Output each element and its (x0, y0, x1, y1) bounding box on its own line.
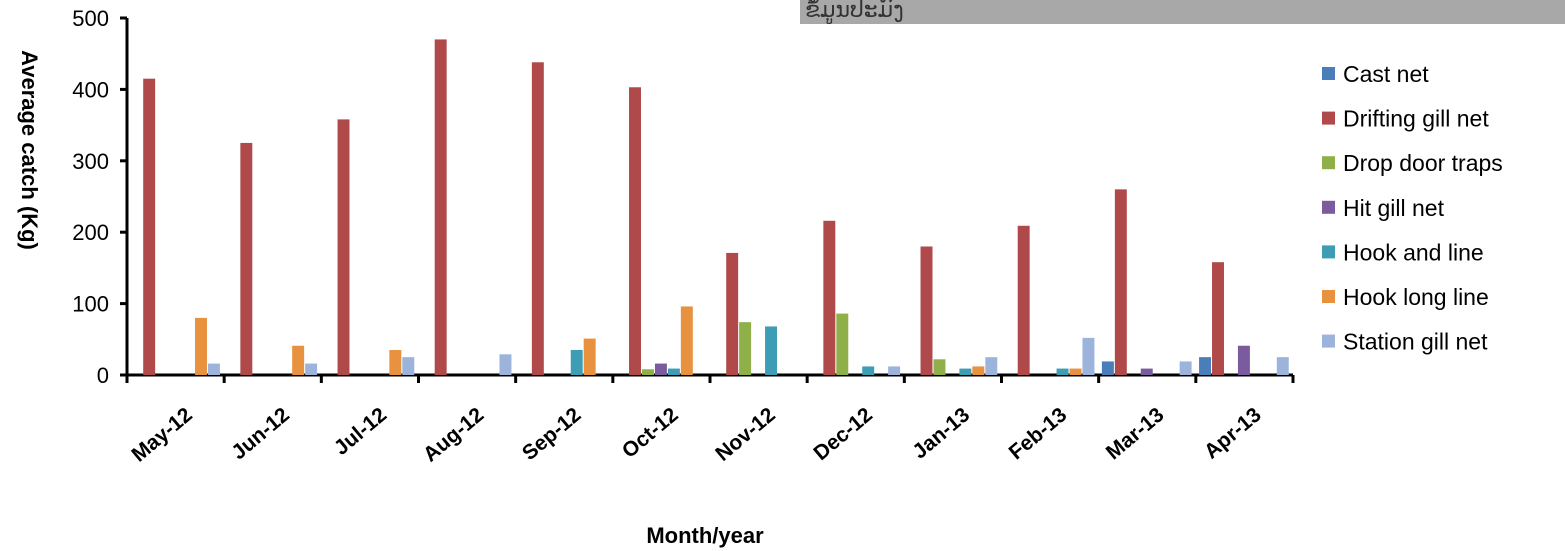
bar (1237, 345, 1250, 375)
y-tick-label: 500 (72, 6, 109, 31)
legend-label: Hit gill net (1343, 195, 1445, 221)
x-tick-label: Sep-12 (518, 403, 586, 465)
bar (1179, 361, 1192, 375)
legend-swatch (1322, 290, 1335, 303)
legend-label: Drifting gill net (1343, 106, 1489, 132)
bar (531, 62, 544, 375)
bar (402, 357, 415, 375)
bar-series (143, 39, 1289, 376)
bar (739, 322, 752, 375)
banner-background (800, 0, 1565, 24)
bar (959, 368, 972, 375)
y-tick-label: 300 (72, 149, 109, 174)
bar (680, 306, 693, 375)
x-tick-label: Nov-12 (711, 403, 779, 466)
bar (1276, 357, 1289, 375)
x-tick-label: Apr-13 (1200, 403, 1266, 463)
y-axis-ticks: 0 100 200 300 400 500 (72, 6, 127, 388)
y-tick-label: 100 (72, 292, 109, 317)
legend-swatch (1322, 67, 1335, 80)
legend-label: Station gill net (1343, 329, 1488, 355)
x-axis-title: Month/year (646, 523, 764, 548)
bar (920, 246, 933, 375)
bar (240, 142, 253, 375)
y-axis-title: Average catch (Kg) (17, 50, 42, 250)
bar (765, 326, 778, 375)
bar (972, 366, 985, 375)
legend-label: Hook and line (1343, 239, 1484, 265)
bar (337, 119, 350, 375)
bar (654, 363, 667, 375)
legend-swatch (1322, 200, 1335, 214)
bar (641, 369, 654, 375)
x-tick-label: Mar-13 (1102, 403, 1169, 464)
legend-label: Cast net (1343, 61, 1429, 87)
bar (985, 357, 998, 375)
y-tick-label: 200 (72, 220, 109, 245)
x-tick-label: Jun-12 (227, 403, 294, 464)
bar (305, 363, 318, 375)
x-tick-label: May-12 (127, 403, 196, 466)
bar (1082, 337, 1095, 375)
bar (434, 39, 447, 376)
bar (933, 359, 946, 375)
bar (1114, 189, 1127, 375)
bar (862, 366, 875, 375)
y-tick-label: 0 (97, 363, 109, 388)
bar (1069, 368, 1082, 375)
bar (1212, 262, 1224, 375)
bar (570, 350, 583, 375)
x-tick-label: Jul-12 (330, 403, 391, 460)
top-banner: ຂໍ້ມູນປະມົງ (800, 0, 1565, 24)
legend-label: Drop door traps (1343, 150, 1503, 176)
x-tick-label: Aug-12 (419, 403, 488, 466)
banner-text: ຂໍ້ມູນປະມົງ (805, 0, 904, 24)
y-tick-label: 400 (72, 77, 109, 102)
x-tick-label: Dec-12 (809, 403, 877, 465)
bar (823, 220, 836, 375)
bar (836, 313, 849, 375)
bar (143, 78, 156, 375)
x-tick-label: Jan-13 (908, 403, 974, 463)
bar (726, 252, 739, 375)
bar (1101, 361, 1114, 375)
bar (667, 368, 680, 375)
bar (888, 366, 901, 375)
bar (195, 317, 207, 375)
legend-label: Hook long line (1343, 284, 1489, 310)
x-axis-ticks: May-12 Jun-12 Jul-12 Aug-12 Sep-12 Oct-12 Nov-… (125, 375, 1295, 467)
bar (583, 338, 596, 375)
bar (207, 363, 220, 375)
bar (629, 87, 641, 376)
legend-swatch (1322, 334, 1335, 348)
bar (1140, 368, 1153, 375)
bar (1056, 368, 1069, 375)
legend-swatch (1322, 156, 1335, 170)
bar (499, 354, 512, 375)
bar (292, 345, 305, 375)
x-tick-label: Oct-12 (618, 403, 683, 463)
legend-swatch (1322, 111, 1335, 125)
x-tick-label: Feb-13 (1005, 403, 1072, 464)
bar (1199, 357, 1212, 375)
bar (1017, 225, 1030, 375)
legend: Cast net Drifting gill net Drop door traps… (1322, 61, 1503, 355)
bar (389, 350, 402, 375)
legend-swatch (1322, 245, 1335, 259)
